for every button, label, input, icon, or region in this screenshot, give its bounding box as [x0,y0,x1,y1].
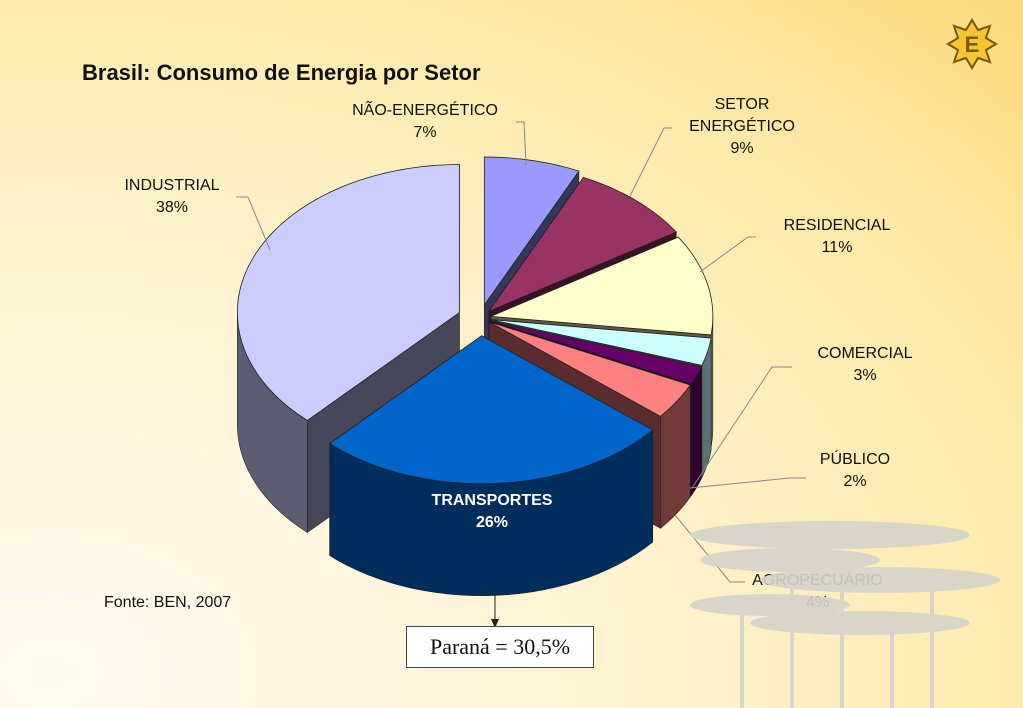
label-residencial-name: RESIDENCIAL [783,217,891,234]
label-publico: PÚBLICO 2% [795,449,915,493]
leader-line-2 [699,236,756,273]
label-nao-energetico-name: NÃO-ENERGÉTICO [352,102,498,119]
leader-line-1 [629,127,672,197]
note-arrow-head [491,619,499,628]
parana-note: Paraná = 30,5% [406,626,594,668]
label-publico-pct: 2% [843,473,867,490]
slice-residencial [490,236,714,336]
source-text: Fonte: BEN, 2007 [104,594,232,611]
label-transportes-name: TRANSPORTES [431,492,553,509]
trees-decoration-icon [690,521,1000,708]
label-transportes-pct: 26% [475,514,509,531]
label-comercial-name: COMERCIAL [817,345,913,362]
label-industrial-name: INDUSTRIAL [124,177,220,194]
logo-letter: E [965,32,980,57]
label-residencial-pct: 11% [821,239,853,256]
leader-line-3 [691,366,792,489]
label-setor-energetico-name1: SETOR [714,96,770,113]
slice-agropecu-rio [489,321,691,417]
slice-n-o-energ-tico [483,156,580,307]
label-setor-energetico-name2: ENERGÉTICO [689,118,795,135]
slice-comercial [490,319,712,366]
leader-line-0 [516,121,527,166]
leader-line-6 [236,196,271,251]
chart-title: Brasil: Consumo de Energia por Setor [82,60,481,85]
label-nao-energetico-pct: 7% [413,124,437,141]
label-residencial: RESIDENCIAL 11% [762,215,912,259]
label-comercial: COMERCIAL 3% [795,343,935,387]
leader-line-4 [689,477,806,489]
label-industrial-pct: 38% [155,199,189,216]
label-nao-energetico: NÃO-ENERGÉTICO 7% [330,100,520,144]
slice-setor-energ-tico [487,176,677,313]
star-logo-icon: E [946,18,998,70]
label-setor-energetico-pct: 9% [730,140,754,157]
label-publico-name: PÚBLICO [819,451,891,468]
label-transportes: TRANSPORTES 26% [402,490,582,534]
slice-p-blico [490,320,703,385]
label-industrial: INDUSTRIAL 38% [102,175,242,219]
slice-transportes [328,335,654,485]
label-comercial-pct: 3% [853,367,877,384]
slice-industrial [236,164,460,421]
label-setor-energetico: SETOR ENERGÉTICO 9% [672,94,812,160]
